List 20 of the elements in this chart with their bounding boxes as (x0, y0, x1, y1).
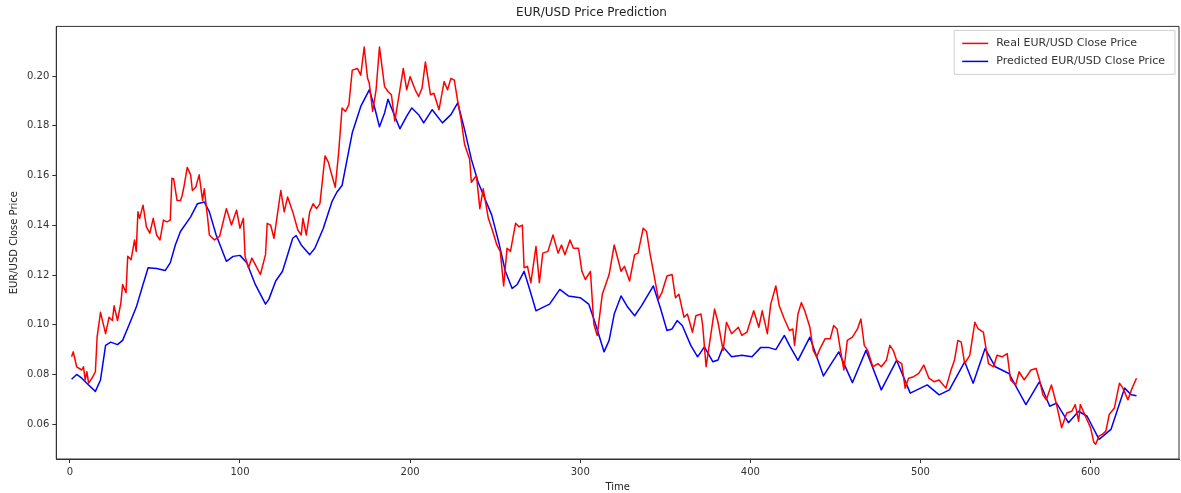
legend-label: Real EUR/USD Close Price (996, 36, 1138, 50)
y-tick-label: 0.12 (27, 268, 50, 280)
y-tick-label: 0.14 (27, 218, 50, 230)
x-tick-label: 600 (1081, 465, 1101, 477)
chart-title: EUR/USD Price Prediction (516, 5, 667, 20)
y-tick-label: 0.06 (27, 417, 50, 429)
x-tick-label: 400 (740, 465, 760, 477)
y-axis-title: EUR/USD Close Price (7, 191, 19, 295)
x-tick-label: 0 (66, 465, 74, 477)
y-tick-label: 0.08 (27, 368, 50, 380)
y-tick-label: 0.16 (27, 169, 50, 181)
x-tick-label: 200 (400, 465, 420, 477)
y-tick-label: 0.10 (27, 318, 50, 330)
x-axis-title: Time (604, 480, 630, 492)
legend-label: Predicted EUR/USD Close Price (996, 54, 1166, 68)
y-tick-label: 0.20 (27, 69, 50, 81)
x-tick-label: 100 (230, 465, 250, 477)
y-tick-label: 0.18 (27, 119, 50, 131)
x-tick-label: 300 (570, 465, 590, 477)
x-tick-label: 500 (910, 465, 930, 477)
